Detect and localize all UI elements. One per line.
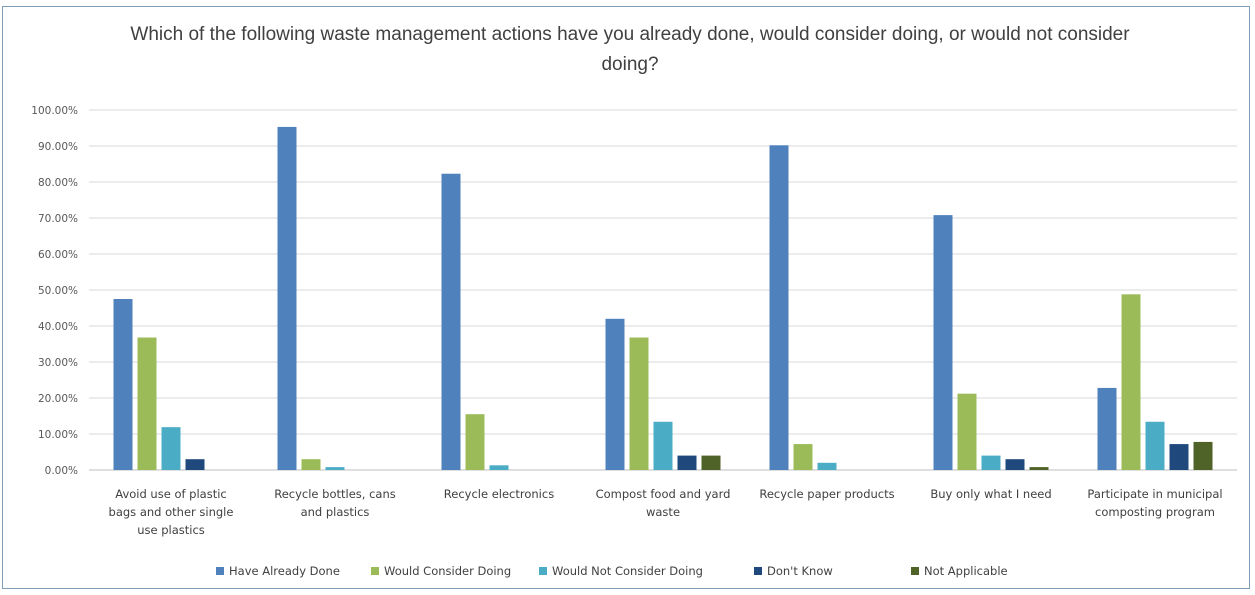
bar <box>957 393 977 470</box>
bar <box>1029 467 1049 470</box>
y-tick-label: 60.00% <box>38 249 78 261</box>
legend-swatch <box>216 567 224 575</box>
bar <box>605 318 625 470</box>
x-category-label: Avoid use of plastic bags and other singl… <box>109 487 234 537</box>
x-category-label-line: bags and other single <box>109 505 234 519</box>
legend-swatch <box>371 567 379 575</box>
y-tick-label: 50.00% <box>38 285 78 297</box>
bar <box>981 455 1001 470</box>
x-category-label: Recycle electronics <box>444 487 554 501</box>
gridlines <box>89 109 1237 471</box>
bar <box>441 173 461 470</box>
x-category-label: Recycle paper products <box>759 487 894 501</box>
x-axis-labels: Avoid use of plastic bags and other singl… <box>109 487 1223 537</box>
legend-label: Would Not Consider Doing <box>552 564 703 578</box>
x-category-label-line: and plastics <box>301 505 370 519</box>
legend-label: Don't Know <box>767 564 833 578</box>
legend-swatch <box>539 567 547 575</box>
x-category-label-line: composting program <box>1095 505 1215 519</box>
y-tick-label: 30.00% <box>38 357 78 369</box>
x-category-label: Compost food and yard waste <box>596 487 731 519</box>
bar <box>301 459 321 470</box>
y-tick-label: 90.00% <box>38 141 78 153</box>
bar <box>113 299 133 470</box>
y-tick-label: 0.00% <box>45 465 78 477</box>
y-tick-label: 20.00% <box>38 393 78 405</box>
bar <box>817 462 837 470</box>
legend-swatch <box>754 567 762 575</box>
x-category-label-line: waste <box>646 505 680 519</box>
x-category-label-line: Buy only what I need <box>930 487 1051 501</box>
x-category-label-line: Compost food and yard <box>596 487 731 501</box>
bar <box>1121 294 1141 470</box>
bar <box>277 126 297 471</box>
x-category-label-line: Participate in municipal <box>1087 487 1222 501</box>
x-category-label-line: Avoid use of plastic <box>115 487 227 501</box>
y-tick-label: 70.00% <box>38 213 78 225</box>
x-category-label-line: Recycle electronics <box>444 487 554 501</box>
bar <box>465 414 485 470</box>
y-axis-ticks: 0.00% 10.00% 20.00% 30.00% 40.00% 50.00% 60.00… <box>31 105 78 477</box>
bar <box>137 337 157 470</box>
bar <box>1005 459 1025 470</box>
legend: Have Already Done Would Consider Doing Wou… <box>216 564 1008 578</box>
chart-frame <box>2 6 1250 589</box>
x-category-label-line: Recycle paper products <box>759 487 894 501</box>
bar <box>677 455 697 470</box>
bar <box>489 465 509 470</box>
x-category-label-line: Recycle bottles, cans <box>274 487 396 501</box>
bar <box>933 215 953 470</box>
y-tick-label: 80.00% <box>38 177 78 189</box>
legend-label: Have Already Done <box>229 564 340 578</box>
bar <box>769 145 789 470</box>
chart-title: Which of the following waste management … <box>130 24 1130 75</box>
bar <box>1145 421 1165 470</box>
bar <box>653 421 673 470</box>
x-category-label-line: use plastics <box>137 523 205 537</box>
legend-swatch <box>911 567 919 575</box>
bar <box>1169 444 1189 470</box>
bar <box>325 467 345 470</box>
y-tick-label: 40.00% <box>38 321 78 333</box>
bars <box>113 126 1213 471</box>
y-tick-label: 10.00% <box>38 429 78 441</box>
x-category-label: Recycle bottles, cans and plastics <box>274 487 396 519</box>
bar <box>1193 441 1213 470</box>
bar <box>1097 387 1117 470</box>
y-tick-label: 100.00% <box>31 105 78 117</box>
bar <box>629 337 649 470</box>
x-category-label: Participate in municipal composting progr… <box>1087 487 1222 519</box>
x-category-label: Buy only what I need <box>930 487 1051 501</box>
bar <box>701 455 721 470</box>
bar <box>161 427 181 470</box>
bar <box>793 444 813 470</box>
legend-label: Not Applicable <box>924 564 1008 578</box>
bar <box>185 459 205 470</box>
legend-label: Would Consider Doing <box>384 564 511 578</box>
